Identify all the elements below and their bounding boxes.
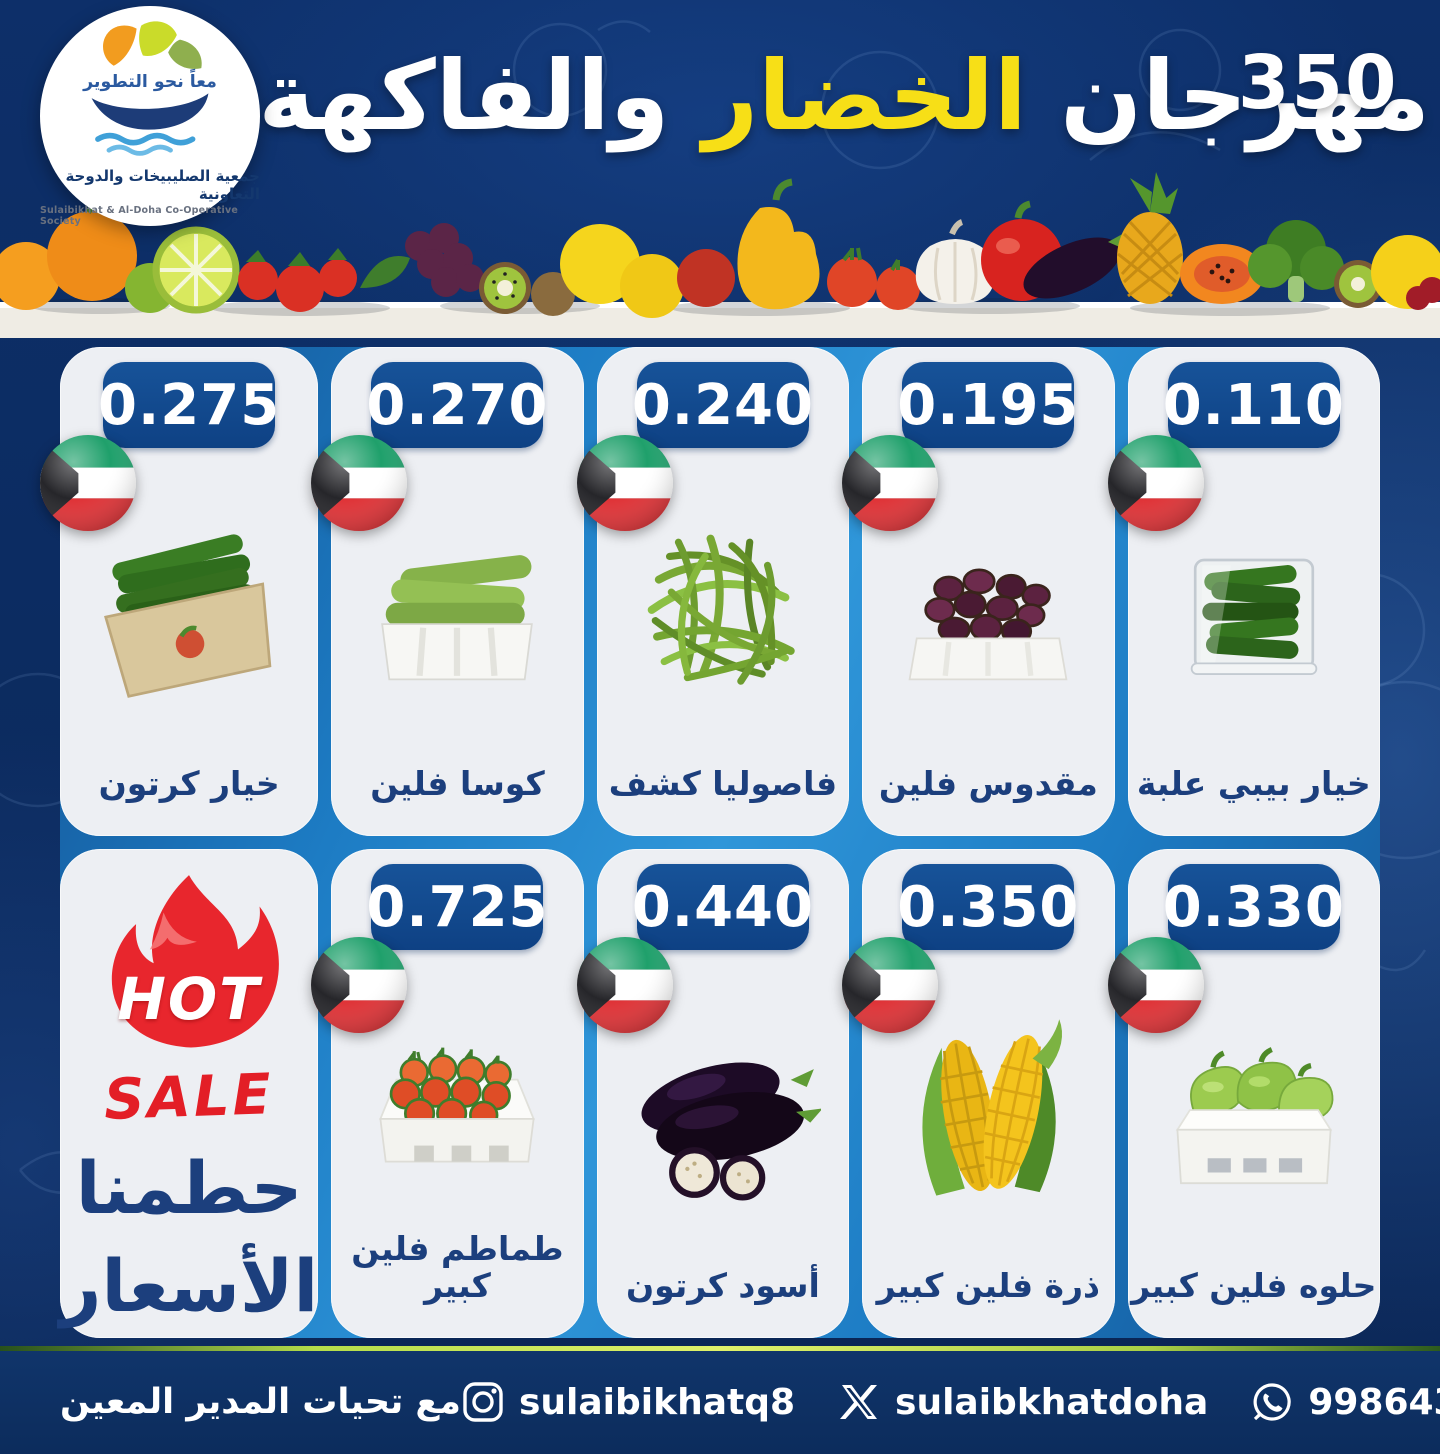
- title-word-vegetables: الخضار: [702, 40, 1027, 152]
- whatsapp-number-text: 99864319: [1308, 1381, 1440, 1423]
- whatsapp-number: 99864319: [1250, 1380, 1440, 1424]
- product-card-corn-foam: 0.350: [862, 849, 1115, 1338]
- hot-sale-tagline-line2: الأسعار: [60, 1244, 319, 1328]
- product-card-makdous-foam: 0.195 مقدوس فلين: [862, 347, 1115, 836]
- footer-bar: مع تحيات المدير المعين sulaibikhatq8 sul…: [0, 1346, 1440, 1454]
- flame-icon: HOT: [91, 863, 287, 1091]
- kuwait-flag-ball-icon: [311, 435, 407, 531]
- price-badge: 0.350: [897, 864, 1078, 950]
- product-name: أسود كرتون: [625, 1265, 820, 1305]
- footer-socials: sulaibikhatq8 sulaibkhatdoha 99864319: [461, 1380, 1440, 1424]
- product-name: كوسا فلين: [370, 763, 545, 803]
- footer-greeting: مع تحيات المدير المعين: [60, 1382, 461, 1422]
- product-card-cucumber-carton: 0.275 خي: [60, 347, 319, 836]
- kuwait-flag-ball-icon: [40, 435, 136, 531]
- price-badge: 0.725: [366, 864, 548, 950]
- kuwait-flag-ball-icon: [842, 937, 938, 1033]
- instagram-icon: [463, 1382, 503, 1422]
- product-name: خيار كرتون: [98, 763, 280, 803]
- fruits-banner-image: [0, 172, 1440, 338]
- price-badge: 0.275: [98, 362, 279, 448]
- product-photo-green-beans: [585, 448, 861, 766]
- kuwait-flag-ball-icon: [311, 937, 407, 1033]
- price-badge: 0.110: [1163, 362, 1344, 448]
- whatsapp-icon: [1253, 1383, 1292, 1421]
- price: 0.275: [98, 372, 281, 438]
- product-photo-eggplant: [585, 950, 861, 1268]
- price-badge: 0.330: [1163, 864, 1344, 950]
- price: 0.240: [631, 372, 814, 438]
- price: 0.725: [366, 874, 549, 940]
- title-word-festival: مهرجان: [1060, 40, 1430, 152]
- product-name: فاصوليا كشف: [608, 763, 838, 803]
- kuwait-flag-ball-icon: [1108, 937, 1204, 1033]
- product-name: ذرة فلين كبير: [876, 1265, 1100, 1305]
- title-word-fruits: والفاكهة: [258, 40, 670, 152]
- price: 0.110: [1162, 372, 1345, 438]
- product-name: خيار بيبي علبة: [1136, 763, 1371, 803]
- kuwait-flag-ball-icon: [1108, 435, 1204, 531]
- logo-art: معاً نحو التطوير: [82, 21, 217, 156]
- product-name: طماطم فلين كبير: [351, 1229, 564, 1305]
- watermark-350: 350: [1238, 40, 1399, 126]
- x-handle: sulaibkhatdoha: [837, 1380, 1208, 1424]
- product-name: حلوه فلين كبير: [1131, 1265, 1377, 1305]
- product-card-baby-cucumber-box: 0.110 خيار بيبي علبة: [1128, 347, 1380, 836]
- instagram-handle-text: sulaibikhatq8: [518, 1381, 796, 1423]
- hot-sale-card: HOT SALE حطمنا الأسعار: [60, 849, 319, 1338]
- kuwait-flag-ball-icon: [842, 435, 938, 531]
- price: 0.350: [897, 874, 1080, 940]
- price: 0.330: [1162, 874, 1345, 940]
- product-card-tomato-foam: 0.725: [331, 849, 584, 1338]
- logo-org-name-arabic: جمعية الصليبيخات والدوحة التعاونية: [65, 167, 260, 203]
- x-handle-text: sulaibkhatdoha: [895, 1381, 1209, 1423]
- logo-org-name-english: Sulaibikhat & Al-Doha Co-Operative Socie…: [40, 205, 239, 227]
- product-photo-makdous-foam: [850, 448, 1126, 766]
- price: 0.195: [897, 372, 1080, 438]
- product-card-zucchini-foam: 0.270 كوسا فلين: [331, 347, 584, 836]
- product-card-green-beans: 0.240: [597, 347, 850, 836]
- x-icon: [840, 1385, 878, 1419]
- price-badge: 0.195: [897, 362, 1078, 448]
- kuwait-flag-ball-icon: [577, 937, 673, 1033]
- price-badge: 0.240: [632, 362, 813, 448]
- product-photo-zucchini-foam: [319, 448, 595, 766]
- instagram-handle: sulaibikhatq8: [461, 1380, 795, 1424]
- logo-tagline: معاً نحو التطوير: [82, 68, 217, 92]
- product-photo-cucumber-carton: [48, 448, 330, 766]
- page-title: مهرجان الخضار والفاكهة: [258, 16, 1430, 186]
- product-photo-corn: [850, 950, 1126, 1268]
- product-card-eggplant-carton: 0.440 أسود كرتون: [597, 849, 850, 1338]
- product-photo-tomato-foam: [319, 950, 595, 1231]
- product-card-sweet-pepper-foam: 0.330 حلوه فلين كبير: [1128, 849, 1380, 1338]
- product-grid: 0.275 خي: [60, 347, 1380, 1338]
- price: 0.440: [631, 874, 814, 940]
- product-name: مقدوس فلين: [878, 763, 1098, 803]
- coop-society-logo: معاً نحو التطوير جمعية الصليبيخات والدوح…: [40, 6, 260, 227]
- product-photo-sweet-peppers: [1116, 950, 1392, 1268]
- price: 0.270: [366, 372, 549, 438]
- hot-sale-tagline-line1: حطمنا: [75, 1146, 303, 1230]
- hot-sale-sale-text: SALE: [103, 1062, 276, 1133]
- kuwait-flag-ball-icon: [577, 435, 673, 531]
- price-badge: 0.440: [632, 864, 813, 950]
- price-badge: 0.270: [366, 362, 548, 448]
- hot-sale-hot-text: HOT: [117, 965, 261, 1033]
- product-photo-baby-cucumber-box: [1116, 448, 1392, 766]
